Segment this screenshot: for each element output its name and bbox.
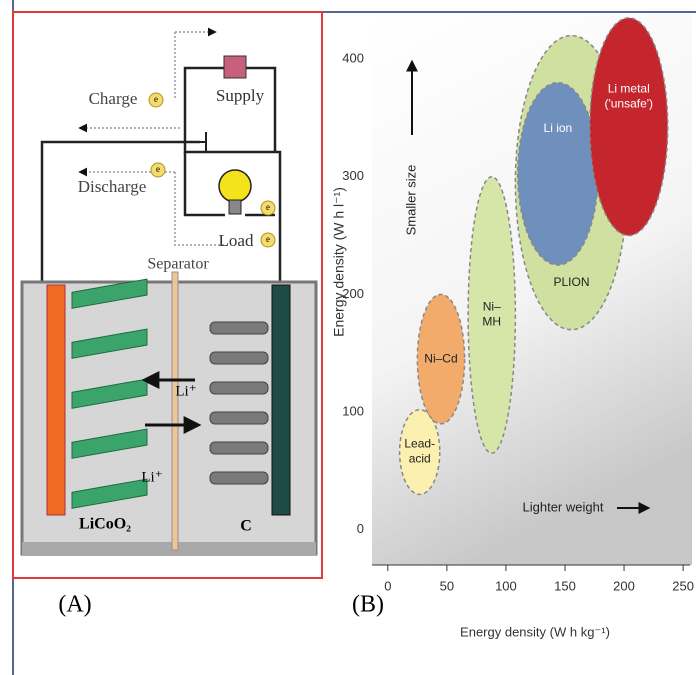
separator-label: Separator bbox=[147, 256, 209, 273]
x-tick-label: 0 bbox=[384, 578, 391, 593]
charge-label: Charge bbox=[89, 89, 138, 108]
discharge-label: Discharge bbox=[78, 177, 147, 196]
region-label: Lead- bbox=[404, 437, 435, 451]
cathode-electrode bbox=[47, 285, 65, 515]
supply-label: Supply bbox=[216, 86, 265, 105]
separator bbox=[172, 272, 178, 550]
layer bbox=[210, 472, 268, 484]
load-label: Load bbox=[219, 231, 254, 250]
region-label: MH bbox=[482, 315, 501, 329]
supply-box bbox=[224, 56, 246, 78]
region-label: Li ion bbox=[544, 121, 573, 135]
region-label: Ni–Cd bbox=[424, 351, 457, 365]
region-label: ('unsafe') bbox=[604, 96, 653, 110]
region-label: acid bbox=[409, 452, 431, 466]
x-axis-label: Energy density (W h kg⁻¹) bbox=[460, 624, 610, 639]
ion-label: Li⁺ bbox=[141, 469, 162, 485]
anode-electrode bbox=[272, 285, 290, 515]
layer bbox=[210, 352, 268, 364]
region-label: Li metal bbox=[608, 81, 650, 95]
x-tick-label: 100 bbox=[495, 578, 517, 593]
annotation: Smaller size bbox=[403, 165, 418, 236]
anode-label: C bbox=[240, 518, 252, 535]
y-tick-label: 100 bbox=[342, 403, 364, 418]
annotation: Lighter weight bbox=[523, 499, 604, 514]
cathode-label: LiCoO₂ bbox=[79, 516, 131, 533]
x-tick-label: 50 bbox=[440, 578, 454, 593]
layer bbox=[210, 322, 268, 334]
region bbox=[518, 83, 598, 265]
panel-b: Energy density (W h kg⁻¹) Energy density… bbox=[331, 14, 694, 639]
region-label: PLION bbox=[553, 275, 589, 289]
x-tick-label: 150 bbox=[554, 578, 576, 593]
y-axis-label: Energy density (W h l⁻¹) bbox=[331, 187, 347, 337]
panel-label: (A) bbox=[58, 592, 91, 618]
y-tick-label: 200 bbox=[342, 286, 364, 301]
cell-base bbox=[22, 542, 316, 556]
electron-label: e bbox=[156, 164, 160, 174]
y-tick-label: 400 bbox=[342, 51, 364, 66]
y-tick-label: 0 bbox=[357, 521, 364, 536]
layer bbox=[210, 412, 268, 424]
bulb-base bbox=[229, 200, 241, 214]
panel-a: e e e e Charge Supply Di bbox=[13, 12, 322, 618]
figure: e e e e Charge Supply Di bbox=[0, 0, 696, 675]
electron-label: e bbox=[266, 202, 270, 212]
x-tick-label: 250 bbox=[672, 578, 694, 593]
layer bbox=[210, 442, 268, 454]
region bbox=[590, 18, 668, 236]
ion-label: Li⁺ bbox=[175, 383, 196, 399]
electron-label: e bbox=[154, 94, 158, 104]
y-tick-label: 300 bbox=[342, 168, 364, 183]
panel-label: (B) bbox=[352, 592, 384, 618]
region-label: Ni– bbox=[483, 300, 501, 314]
bulb bbox=[219, 170, 251, 202]
electron-label: e bbox=[266, 234, 270, 244]
x-tick-label: 200 bbox=[613, 578, 635, 593]
layer bbox=[210, 382, 268, 394]
